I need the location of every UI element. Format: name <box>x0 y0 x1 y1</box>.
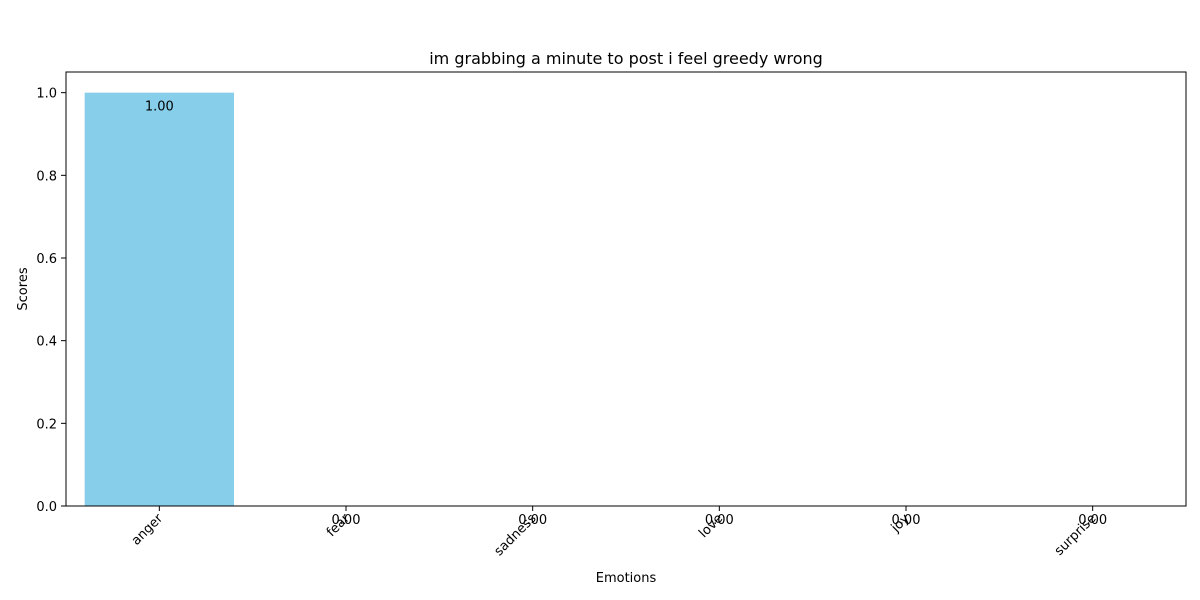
y-axis-label: Scores <box>16 267 31 310</box>
bar-anger <box>84 92 235 507</box>
data-label-joy: 0.00 <box>892 513 921 528</box>
data-label-anger: 1.00 <box>145 100 174 115</box>
x-tick-label-anger: anger <box>129 511 167 549</box>
y-tick-label: 0.0 <box>36 500 57 515</box>
data-label-sadness: 0.00 <box>518 513 547 528</box>
plot-frame <box>65 71 1187 507</box>
y-tick-label: 0.6 <box>36 252 57 267</box>
y-tick-label: 0.4 <box>36 335 57 350</box>
chart-title: im grabbing a minute to post i feel gree… <box>429 49 823 68</box>
x-axis-label: Emotions <box>596 571 657 586</box>
data-label-fear: 0.00 <box>332 513 361 528</box>
y-tick-label: 0.8 <box>36 169 57 184</box>
y-tick-label: 0.2 <box>36 417 57 432</box>
y-tick-label: 1.0 <box>36 87 57 102</box>
bars-layer <box>84 92 235 507</box>
data-label-surprise: 0.00 <box>1078 513 1107 528</box>
data-label-love: 0.00 <box>705 513 734 528</box>
data-labels-layer: 1.00 0.00 0.00 0.00 0.00 0.00 <box>145 100 1107 528</box>
